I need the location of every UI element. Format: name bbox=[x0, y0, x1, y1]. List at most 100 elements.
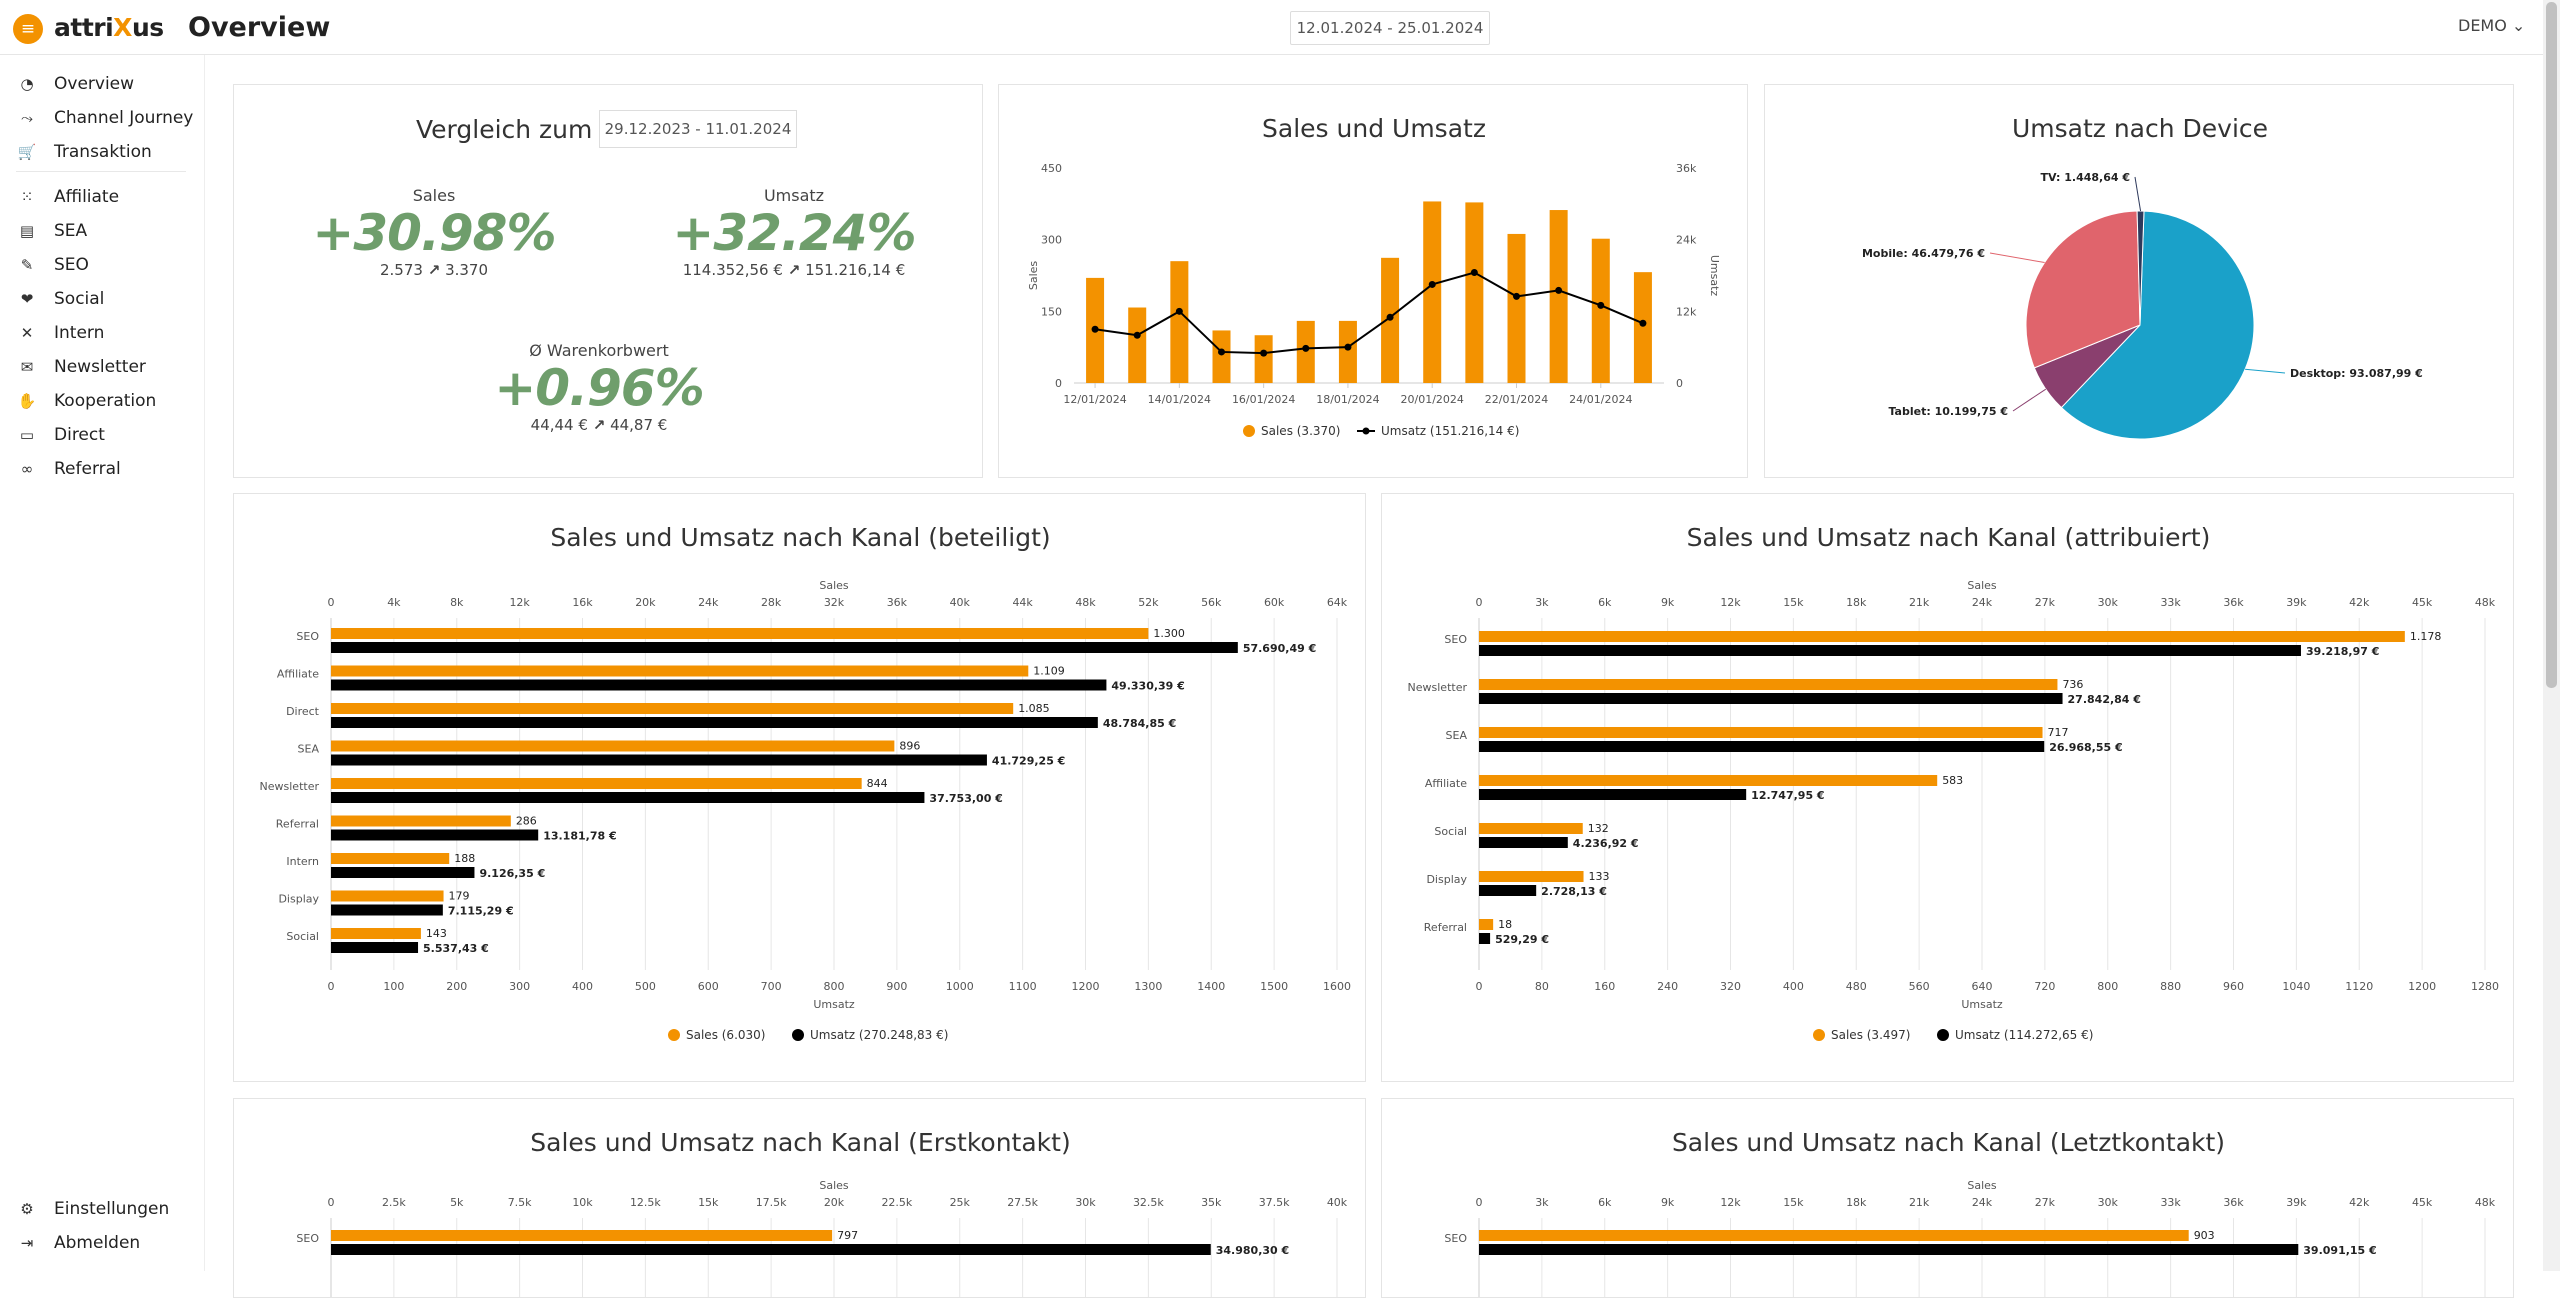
kpi-wk-label: Ø Warenkorbwert bbox=[529, 341, 669, 360]
bottom-tick-label: 400 bbox=[1783, 980, 1804, 993]
y-tick-label: 150 bbox=[1041, 305, 1062, 318]
sidebar-divider bbox=[16, 171, 186, 172]
comparison-date-picker[interactable]: 29.12.2023 - 11.01.2024 bbox=[599, 110, 797, 148]
top-tick-label: 7.5k bbox=[508, 1196, 532, 1209]
sidebar-transaktion-icon: 🛒 bbox=[17, 143, 37, 161]
x-tick-label: 20/01/2024 bbox=[1401, 393, 1464, 406]
pie-slice-mobile bbox=[2025, 210, 2141, 369]
category-label: SEO bbox=[1444, 633, 1467, 646]
pie-label: Mobile: 46.479,76 € bbox=[1862, 247, 1985, 260]
x-tick-label: 18/01/2024 bbox=[1316, 393, 1379, 406]
umsatz-bar bbox=[1479, 837, 1568, 848]
top-tick-label: 30k bbox=[2098, 596, 2119, 609]
top-tick-label: 3k bbox=[1535, 1196, 1549, 1209]
kpi-sales-label: Sales bbox=[412, 186, 456, 205]
top-tick-label: 3k bbox=[1535, 596, 1549, 609]
top-tick-label: 8k bbox=[450, 596, 464, 609]
top-tick-label: 16k bbox=[572, 596, 593, 609]
legend-sales-label: Sales (6.030) bbox=[686, 1028, 765, 1042]
sales-bar bbox=[1338, 320, 1357, 383]
bottom-tick-label: 560 bbox=[1909, 980, 1930, 993]
top-tick-label: 48k bbox=[2475, 596, 2496, 609]
sidebar-item-overview[interactable]: ◔ Overview bbox=[16, 69, 134, 99]
sidebar-item-newsletter[interactable]: ✉ Newsletter bbox=[16, 352, 146, 382]
top-tick-label: 0 bbox=[1476, 1196, 1483, 1209]
top-tick-label: 24k bbox=[1972, 1196, 1993, 1209]
kpi-umsatz-pct: +32.24% bbox=[672, 204, 916, 262]
y2-tick-label: 0 bbox=[1676, 377, 1683, 390]
sidebar-item-intern[interactable]: ✕ Intern bbox=[16, 318, 105, 348]
sidebar-item-kooperation[interactable]: ✋ Kooperation bbox=[16, 386, 157, 416]
umsatz-data-label: 37.753,00 € bbox=[929, 792, 1002, 805]
logo[interactable]: attriXus bbox=[54, 13, 164, 42]
sidebar-item-label: Referral bbox=[54, 459, 121, 479]
sales-bar bbox=[1479, 775, 1938, 786]
hamburger-menu-button[interactable]: ≡ bbox=[13, 14, 43, 44]
umsatz-bar bbox=[331, 867, 475, 878]
umsatz-bar bbox=[1479, 885, 1537, 896]
sales-data-label: 1.178 bbox=[2410, 630, 2442, 643]
sidebar-item-social[interactable]: ❤ Social bbox=[16, 284, 105, 314]
kanal-letztkontakt-card: Sales und Umsatz nach Kanal (Letztkontak… bbox=[1381, 1098, 2514, 1298]
category-label: SEA bbox=[298, 743, 320, 756]
sidebar-item-transaktion[interactable]: 🛒 Transaktion bbox=[16, 137, 152, 167]
umsatz-data-label: 4.236,92 € bbox=[1573, 837, 1639, 850]
umsatz-data-label: 529,29 € bbox=[1495, 933, 1549, 946]
top-tick-label: 33k bbox=[2160, 596, 2181, 609]
sales-data-label: 133 bbox=[1589, 870, 1610, 883]
top-tick-label: 27.5k bbox=[1007, 1196, 1038, 1209]
top-tick-label: 27k bbox=[2035, 1196, 2056, 1209]
top-tick-label: 30k bbox=[2098, 1196, 2119, 1209]
umsatz-bar bbox=[1479, 1244, 2299, 1255]
top-tick-label: 18k bbox=[1846, 596, 1867, 609]
sidebar-item-label: Einstellungen bbox=[54, 1199, 170, 1219]
bottom-tick-label: 900 bbox=[886, 980, 907, 993]
sales-bar bbox=[331, 853, 450, 864]
sidebar-item-referral[interactable]: ∞ Referral bbox=[16, 454, 121, 484]
sales-bar bbox=[1633, 272, 1652, 383]
sidebar-item-label: Abmelden bbox=[54, 1233, 141, 1253]
sidebar-item-seo[interactable]: ✎ SEO bbox=[16, 250, 89, 280]
y2-tick-label: 24k bbox=[1676, 234, 1697, 247]
umsatz-bar bbox=[331, 642, 1238, 653]
top-tick-label: 30k bbox=[1075, 1196, 1096, 1209]
sidebar-item-einstellungen[interactable]: ⚙ Einstellungen bbox=[16, 1194, 169, 1224]
kpi-umsatz-to: 151.216,14 € bbox=[805, 261, 906, 279]
umsatz-bar bbox=[331, 792, 925, 803]
top-tick-label: 45k bbox=[2412, 596, 2433, 609]
sales-bar bbox=[1479, 919, 1494, 930]
top-tick-label: 36k bbox=[2223, 1196, 2244, 1209]
page-title: Overview bbox=[188, 12, 331, 43]
umsatz-data-label: 39.218,97 € bbox=[2306, 645, 2379, 658]
user-menu[interactable]: DEMO ⌄ bbox=[2458, 16, 2525, 35]
sidebar-intern-icon: ✕ bbox=[20, 324, 34, 342]
date-range-picker[interactable]: 12.01.2024 - 25.01.2024 bbox=[1290, 11, 1490, 45]
top-tick-label: 25k bbox=[950, 1196, 971, 1209]
sidebar-item-abmelden[interactable]: ⇥ Abmelden bbox=[16, 1228, 140, 1258]
sales-bar bbox=[331, 740, 895, 752]
sidebar-item-direct[interactable]: ▭ Direct bbox=[16, 420, 105, 450]
sales-data-label: 18 bbox=[1498, 918, 1512, 931]
scrollbar-thumb[interactable] bbox=[2546, 2, 2557, 688]
y-tick-label: 0 bbox=[1055, 377, 1062, 390]
kanal-attribuiert-card: Sales und Umsatz nach Kanal (attribuiert… bbox=[1381, 493, 2514, 1082]
kanal-beteiligt-card: Sales und Umsatz nach Kanal (beteiligt) S… bbox=[233, 493, 1366, 1082]
sidebar-item-affiliate[interactable]: ⁙ Affiliate bbox=[16, 182, 119, 212]
sales-bar bbox=[1479, 1230, 2189, 1241]
top-tick-label: 48k bbox=[2475, 1196, 2496, 1209]
bottom-tick-label: 1600 bbox=[1323, 980, 1351, 993]
umsatz-bar bbox=[1479, 933, 1491, 944]
umsatz-line bbox=[1094, 271, 1644, 355]
sidebar-item-sea[interactable]: ▤ SEA bbox=[16, 216, 87, 246]
scrollbar[interactable] bbox=[2543, 0, 2560, 1271]
sales-data-label: 896 bbox=[899, 740, 920, 753]
bottom-tick-label: 1040 bbox=[2282, 980, 2310, 993]
bottom-tick-label: 600 bbox=[698, 980, 719, 993]
x-tick-label: 14/01/2024 bbox=[1148, 393, 1211, 406]
umsatz-point bbox=[1597, 301, 1605, 309]
sales-data-label: 143 bbox=[426, 927, 447, 940]
sidebar-item-channel-journey[interactable]: ⤳ Channel Journey bbox=[16, 103, 193, 133]
kpi-warenkorbwert: Ø Warenkorbwert +0.96% 44,44 € ↗ 44,87 € bbox=[459, 341, 739, 434]
bottom-tick-label: 700 bbox=[761, 980, 782, 993]
top-tick-label: 0 bbox=[1476, 596, 1483, 609]
